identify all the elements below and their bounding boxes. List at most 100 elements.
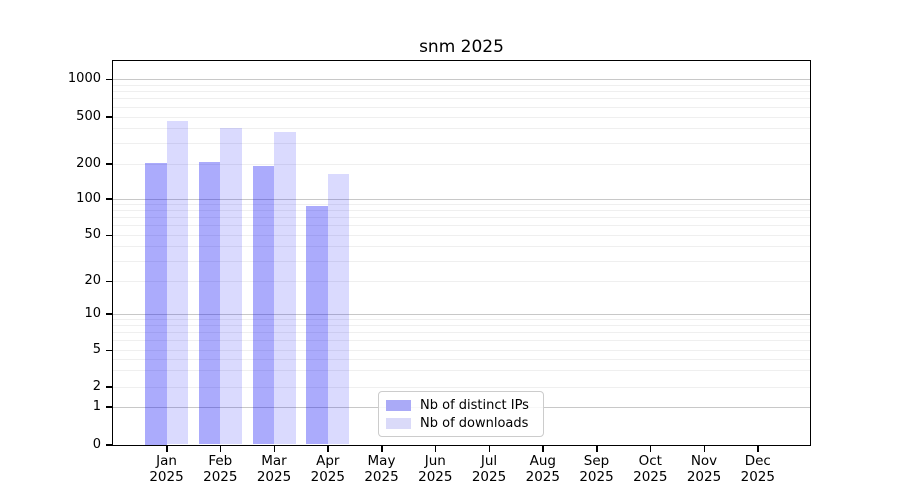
x-axis-tick xyxy=(757,445,759,452)
x-tick-label-year: 2025 xyxy=(525,469,560,486)
bar-distinct_ips-jan xyxy=(145,163,167,445)
gridline-minor xyxy=(113,246,810,248)
chart-title: snm 2025 xyxy=(419,37,504,57)
legend-label-distinct-ips: Nb of distinct IPs xyxy=(420,398,529,414)
legend: Nb of distinct IPs Nb of downloads xyxy=(378,391,544,437)
y-axis-tick xyxy=(106,280,113,282)
gridline-minor xyxy=(113,260,810,262)
x-tick-label: Aug 2025 xyxy=(511,453,575,485)
x-axis-tick xyxy=(488,445,490,452)
x-tick-label: Mar 2025 xyxy=(242,453,306,485)
bar-downloads-apr xyxy=(327,174,350,445)
legend-label-downloads: Nb of downloads xyxy=(420,415,529,431)
x-axis-tick xyxy=(703,445,705,452)
y-tick-label: 1 xyxy=(92,398,101,414)
bar-downloads-feb xyxy=(220,127,242,445)
y-tick-label: 5 xyxy=(92,342,101,357)
bar-downloads-jan xyxy=(166,120,188,445)
y-axis-tick xyxy=(106,198,113,200)
gridline-major xyxy=(113,313,810,315)
legend-item-downloads: Nb of downloads xyxy=(386,415,535,433)
y-axis-tick xyxy=(106,234,113,236)
y-tick-label: 200 xyxy=(76,155,101,171)
x-tick-label-year: 2025 xyxy=(579,469,614,486)
gridline-minor xyxy=(113,204,810,205)
x-tick-label-year: 2025 xyxy=(364,469,399,486)
x-tick-label: Jun 2025 xyxy=(403,453,467,485)
plot-area: 0 1 2 5 10 20 50 100 200 500 1000 Jan 2025 Feb 2025 Mar… xyxy=(68,60,811,485)
x-axis-tick xyxy=(327,445,329,452)
x-axis-tick xyxy=(381,445,383,452)
legend-item-distinct-ips: Nb of distinct IPs xyxy=(386,397,535,415)
gridline-minor xyxy=(113,281,810,282)
x-tick-label: Sep 2025 xyxy=(565,453,629,485)
x-tick-label: Nov 2025 xyxy=(672,453,736,485)
legend-swatch-distinct-ips xyxy=(386,400,411,412)
x-axis-tick xyxy=(434,445,437,452)
gridline-minor xyxy=(113,358,810,360)
y-axis-tick xyxy=(106,406,113,408)
x-tick-label-year: 2025 xyxy=(203,469,238,486)
x-tick-label-year: 2025 xyxy=(149,469,184,486)
gridline-minor xyxy=(113,370,810,372)
gridline-major xyxy=(113,79,810,80)
gridline-minor xyxy=(113,319,810,320)
x-tick-label-year: 2025 xyxy=(256,469,292,486)
bar-distinct_ips-mar xyxy=(252,166,274,445)
y-axis-tick xyxy=(106,78,113,80)
y-axis-tick xyxy=(106,163,113,165)
x-tick-label: Dec 2025 xyxy=(726,453,790,485)
legend-swatch-downloads xyxy=(386,417,411,429)
x-tick-label: Apr 2025 xyxy=(296,453,360,485)
x-axis-tick xyxy=(219,445,222,452)
gridline-minor xyxy=(113,225,810,227)
x-tick-label-year: 2025 xyxy=(310,469,345,486)
x-axis-tick xyxy=(166,445,168,452)
y-tick-label: 100 xyxy=(76,190,101,206)
x-tick-label: Oct 2025 xyxy=(618,453,682,485)
gridline-major xyxy=(113,198,810,200)
gridline-minor xyxy=(113,106,810,108)
bar-distinct_ips-apr xyxy=(306,205,328,445)
gridline-minor xyxy=(113,98,810,100)
y-tick-label: 0 xyxy=(92,436,101,452)
gridline-minor xyxy=(113,235,810,236)
y-axis-tick xyxy=(106,116,113,118)
gridline-minor xyxy=(113,386,810,388)
x-tick-label-year: 2025 xyxy=(740,469,775,486)
y-tick-label: 2 xyxy=(92,378,101,394)
x-tick-label-year: 2025 xyxy=(686,469,722,486)
gridline-minor xyxy=(113,116,810,118)
y-tick-label: 10 xyxy=(84,305,101,321)
y-tick-label: 50 xyxy=(84,227,101,242)
gridline-minor xyxy=(113,84,810,86)
y-axis-tick xyxy=(106,444,113,446)
x-axis-tick xyxy=(273,445,275,452)
gridline-minor xyxy=(113,217,810,219)
gridline-minor xyxy=(113,210,810,212)
gridline-minor xyxy=(113,91,810,93)
x-tick-label: Feb 2025 xyxy=(188,453,252,485)
x-axis-tick xyxy=(649,445,652,452)
gridline-minor xyxy=(113,163,810,165)
x-tick-label-year: 2025 xyxy=(418,469,453,486)
x-tick-label: Jul 2025 xyxy=(457,453,521,485)
gridline-minor xyxy=(113,340,810,342)
gridline-minor xyxy=(113,332,810,334)
y-tick-label: 1000 xyxy=(67,71,101,86)
x-tick-label-year: 2025 xyxy=(633,469,668,486)
x-axis-tick xyxy=(542,445,544,452)
bar-distinct_ips-feb xyxy=(198,162,221,445)
y-axis-tick xyxy=(106,386,113,388)
gridline-minor xyxy=(113,127,810,129)
x-axis-tick xyxy=(596,445,598,452)
x-tick-label-year: 2025 xyxy=(471,469,507,486)
gridline-minor xyxy=(113,142,810,144)
y-axis-tick xyxy=(106,349,113,351)
y-axis-tick xyxy=(106,313,113,315)
y-tick-label: 500 xyxy=(76,108,101,124)
x-tick-label: Jan 2025 xyxy=(135,453,199,485)
gridline-minor xyxy=(113,325,810,327)
x-tick-label: May 2025 xyxy=(350,453,414,485)
